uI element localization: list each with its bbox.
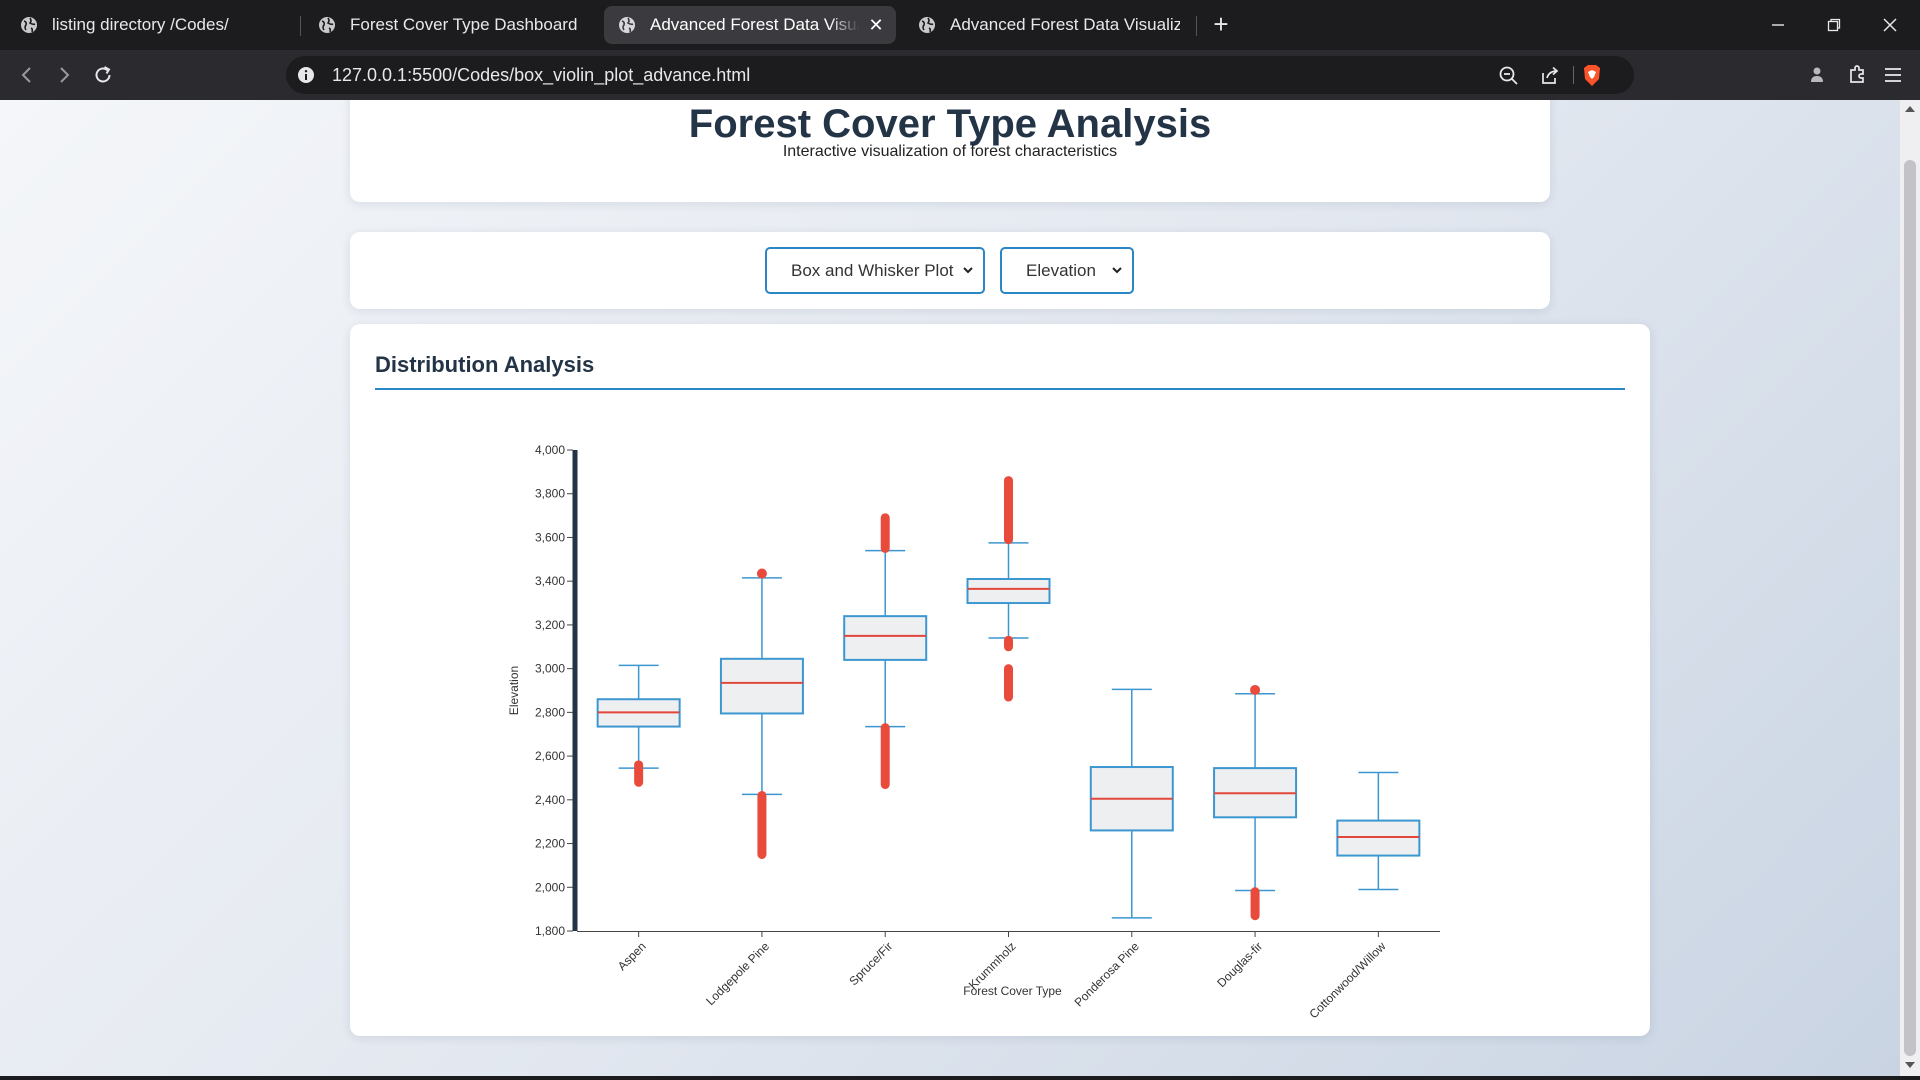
box-iqr	[843, 615, 928, 661]
section-divider	[375, 388, 1625, 390]
feature-select[interactable]: Elevation	[1000, 247, 1134, 294]
url-text[interactable]: 127.0.0.1:5500/Codes/box_violin_plot_adv…	[332, 65, 751, 85]
extensions-icon[interactable]	[1842, 60, 1872, 90]
share-icon[interactable]	[1538, 64, 1562, 88]
chevron-down-icon	[963, 267, 973, 274]
x-axis-title: Forest Cover Type	[963, 984, 1062, 998]
reload-icon	[95, 66, 111, 83]
close-icon[interactable]: ✕	[868, 15, 884, 35]
brave-shield-icon[interactable]	[1580, 64, 1604, 88]
box-iqr	[1336, 819, 1421, 857]
reload-button[interactable]	[88, 60, 118, 90]
y-tick-label: 2,800	[535, 705, 565, 719]
address-bar[interactable]: 127.0.0.1:5500/Codes/box_violin_plot_adv…	[286, 56, 1634, 94]
minimize-button[interactable]	[1750, 0, 1806, 50]
y-tick-label: 4,000	[535, 443, 565, 457]
feature-value: Elevation	[1026, 260, 1096, 280]
menu-icon[interactable]	[1878, 60, 1908, 90]
x-tick-label: Douglas-fir	[1214, 939, 1265, 990]
outlier-point	[756, 568, 767, 579]
y-tick-label: 3,800	[535, 487, 565, 501]
outlier-point	[1250, 684, 1261, 695]
page-viewport: Forest Cover Type Analysis Interactive v…	[0, 100, 1900, 1076]
tab-title: Advanced Forest Data Visualiza	[650, 15, 860, 34]
browser-toolbar: 127.0.0.1:5500/Codes/box_violin_plot_adv…	[0, 50, 1920, 100]
plus-icon[interactable]: +	[1213, 9, 1229, 39]
y-tick-label: 2,000	[535, 880, 565, 894]
tab-title: Advanced Forest Data Visualization	[950, 15, 1180, 34]
back-icon	[21, 67, 31, 83]
scroll-up-icon[interactable]	[1905, 106, 1915, 112]
y-tick-label: 3,000	[535, 662, 565, 676]
plot-type-select[interactable]: Box and Whisker Plot	[765, 247, 985, 294]
tab-listing-directory[interactable]: listing directory /Codes/	[6, 6, 296, 44]
tab-forest-dashboard[interactable]: Forest Cover Type Dashboard	[304, 6, 594, 44]
plot-type-value: Box and Whisker Plot	[791, 260, 954, 280]
y-tick-label: 1,800	[535, 924, 565, 938]
close-window-button[interactable]	[1862, 0, 1918, 50]
window-bottom-edge	[0, 1076, 1920, 1080]
y-tick-label: 2,200	[535, 837, 565, 851]
y-tick-label: 3,600	[535, 530, 565, 544]
page-title: Forest Cover Type Analysis	[688, 102, 1212, 146]
tab-advanced-visualization[interactable]: Advanced Forest Data Visualization	[904, 6, 1194, 44]
scroll-down-icon[interactable]	[1905, 1062, 1915, 1068]
profile-icon[interactable]	[1802, 60, 1832, 90]
y-axis-title: Elevation	[507, 666, 521, 715]
globe-icon	[21, 17, 37, 33]
tab-separator	[1196, 16, 1197, 36]
tab-strip: listing directory /Codes/ Forest Cover T…	[0, 0, 1920, 50]
y-tick-label: 3,200	[535, 618, 565, 632]
x-tick-label: Cottonwood/Willow	[1306, 939, 1388, 1021]
y-tick-label: 2,600	[535, 749, 565, 763]
tab-title: Forest Cover Type Dashboard	[350, 15, 578, 34]
restore-icon	[1827, 18, 1841, 32]
x-tick-label: Lodgepole Pine	[703, 939, 772, 1008]
box-plot-chart: 1,800 2,000 2,200 2,400 2,600 2,800 3,000 3,200…	[507, 443, 1440, 1021]
page-subtitle: Interactive visualization of forest char…	[782, 143, 1118, 160]
box-iqr	[719, 657, 804, 715]
globe-icon	[919, 17, 935, 33]
x-tick-label: Aspen	[615, 939, 649, 973]
scrollbar-thumb[interactable]	[1904, 160, 1916, 1056]
x-tick-label: Ponderosa Pine	[1072, 939, 1143, 1010]
forward-button[interactable]	[49, 60, 79, 90]
box-iqr	[966, 577, 1051, 605]
tab-separator	[300, 16, 301, 36]
y-tick-label: 3,400	[535, 574, 565, 588]
tab-title: listing directory /Codes/	[52, 15, 229, 34]
chart-card: Distribution Analysis 1,800 2,000 2,200 2,4…	[350, 324, 1650, 1036]
vertical-scrollbar[interactable]	[1900, 100, 1920, 1076]
header-card: Forest Cover Type Analysis Interactive v…	[350, 100, 1550, 202]
divider	[1573, 66, 1574, 84]
forward-icon	[60, 67, 70, 83]
globe-icon	[619, 17, 635, 33]
info-icon[interactable]	[296, 65, 316, 85]
zoom-out-icon[interactable]	[1497, 64, 1521, 88]
section-title: Distribution Analysis	[375, 352, 595, 377]
minimize-icon	[1772, 24, 1784, 26]
x-tick-label: Spruce/Fir	[846, 939, 895, 988]
chevron-down-icon	[1112, 267, 1122, 274]
y-tick-label: 2,400	[535, 793, 565, 807]
controls-card: Box and Whisker Plot Elevation	[350, 232, 1550, 309]
back-button[interactable]	[12, 60, 42, 90]
globe-icon	[319, 17, 335, 33]
tab-advanced-visualization-active[interactable]: Advanced Forest Data Visualiza ✕	[604, 6, 896, 44]
restore-button[interactable]	[1806, 0, 1862, 50]
close-icon	[1883, 18, 1897, 32]
